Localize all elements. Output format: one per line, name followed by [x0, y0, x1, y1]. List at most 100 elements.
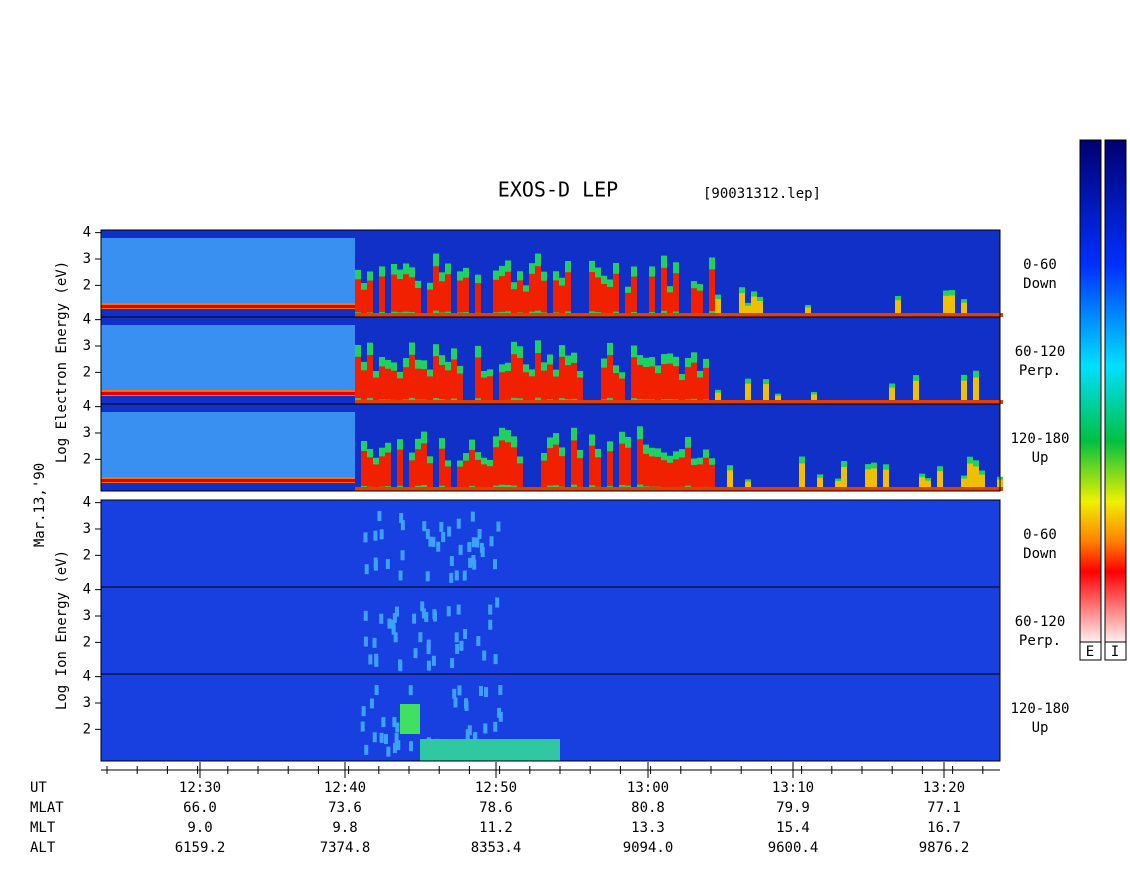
ephemeris-value: 9.8 — [332, 820, 357, 836]
panel-angle: 120-180 — [1010, 431, 1069, 447]
spectrogram — [456, 604, 461, 615]
row-name: MLAT — [30, 800, 64, 816]
spectrogram — [883, 313, 889, 317]
spectrogram — [757, 400, 763, 404]
panel-direction: Down — [1023, 546, 1057, 562]
spectrogram — [397, 449, 403, 486]
spectrogram — [415, 313, 421, 317]
spectrogram — [637, 487, 643, 491]
spectrogram — [787, 487, 793, 491]
spectrogram — [456, 518, 461, 529]
spectrogram — [655, 400, 661, 404]
spectrogram — [865, 313, 871, 317]
spectrogram — [468, 557, 473, 568]
spectrogram — [673, 459, 679, 488]
spectrogram — [361, 450, 367, 486]
spectrogram — [427, 463, 433, 488]
spectrogram — [655, 456, 661, 487]
spectrogram — [505, 400, 511, 404]
y-tick-label: 2 — [83, 547, 91, 563]
spectrogram — [421, 487, 427, 491]
spectrogram — [535, 266, 541, 311]
spectrogram — [871, 400, 877, 404]
spectrogram — [781, 400, 787, 404]
y-tick-label: 3 — [83, 521, 91, 537]
spectrogram — [385, 487, 391, 491]
spectrogram — [757, 313, 763, 317]
spectrogram — [625, 487, 631, 491]
spectrogram — [361, 289, 367, 314]
spectrogram — [841, 487, 847, 491]
spectrogram — [811, 400, 817, 404]
spectrogram — [101, 412, 355, 479]
spectrogram — [961, 400, 967, 404]
spectrogram — [493, 313, 499, 317]
spectrogram — [667, 313, 673, 317]
spectrogram — [649, 313, 655, 317]
spectrogram — [408, 685, 413, 696]
spectrogram — [907, 313, 913, 317]
spectrogram — [703, 487, 709, 491]
spectrogram — [441, 532, 446, 543]
spectrogram — [101, 325, 355, 392]
spectrogram — [937, 487, 943, 491]
spectrogram — [463, 487, 469, 491]
spectrogram — [691, 313, 697, 317]
spectrogram — [595, 457, 601, 487]
spectrogram — [403, 400, 409, 404]
y-tick-label: 4 — [83, 669, 91, 685]
spectrogram — [613, 487, 619, 491]
y-tick-label: 4 — [83, 312, 91, 328]
spectrogram — [505, 271, 511, 312]
spectrogram — [478, 686, 483, 697]
spectrogram — [601, 313, 607, 317]
chart-title: EXOS-D LEP — [498, 178, 618, 202]
spectrogram — [457, 685, 462, 696]
spectrogram — [379, 313, 385, 317]
spectrogram — [793, 400, 799, 404]
spectrogram — [973, 400, 979, 404]
spectrogram — [553, 400, 559, 404]
spectrogram — [769, 313, 775, 317]
spectrogram — [547, 448, 553, 486]
row-name: ALT — [30, 840, 56, 856]
row-name: MLT — [30, 820, 56, 836]
spectrogram — [619, 400, 625, 404]
spectrogram — [571, 313, 577, 317]
spectrogram — [919, 400, 925, 404]
spectrogram — [817, 400, 823, 404]
y-tick-label: 3 — [83, 608, 91, 624]
spectrogram — [473, 732, 478, 743]
spectrogram — [955, 313, 961, 317]
spectrogram — [471, 555, 476, 566]
spectrogram — [511, 354, 517, 398]
spectrogram — [488, 604, 493, 615]
spectrogram — [787, 400, 793, 404]
spectrogram — [427, 289, 433, 314]
row-name: UT — [30, 780, 47, 796]
spectrogram — [649, 400, 655, 404]
spectrogram — [395, 722, 400, 733]
spectrogram — [745, 487, 751, 491]
spectrogram — [101, 238, 355, 305]
spectrogram — [985, 400, 991, 404]
spectrogram — [475, 537, 480, 548]
spectrogram — [817, 487, 823, 491]
spectrogram — [361, 487, 367, 491]
spectrogram — [463, 698, 468, 709]
x-tick-label: 12:50 — [475, 780, 517, 796]
spectrogram — [661, 400, 667, 404]
spectrogram — [919, 477, 925, 490]
spectrogram — [445, 313, 451, 317]
spectrogram — [541, 487, 547, 491]
spectrogram — [649, 366, 655, 400]
spectrogram — [949, 295, 955, 315]
spectrogram — [985, 313, 991, 317]
spectrogram — [547, 313, 553, 317]
spectrogram — [973, 377, 979, 401]
spectrogram — [907, 487, 913, 491]
spectrogram — [433, 400, 439, 404]
spectrogram — [847, 400, 853, 404]
spectrogram — [363, 610, 368, 621]
spectrogram — [453, 697, 458, 708]
